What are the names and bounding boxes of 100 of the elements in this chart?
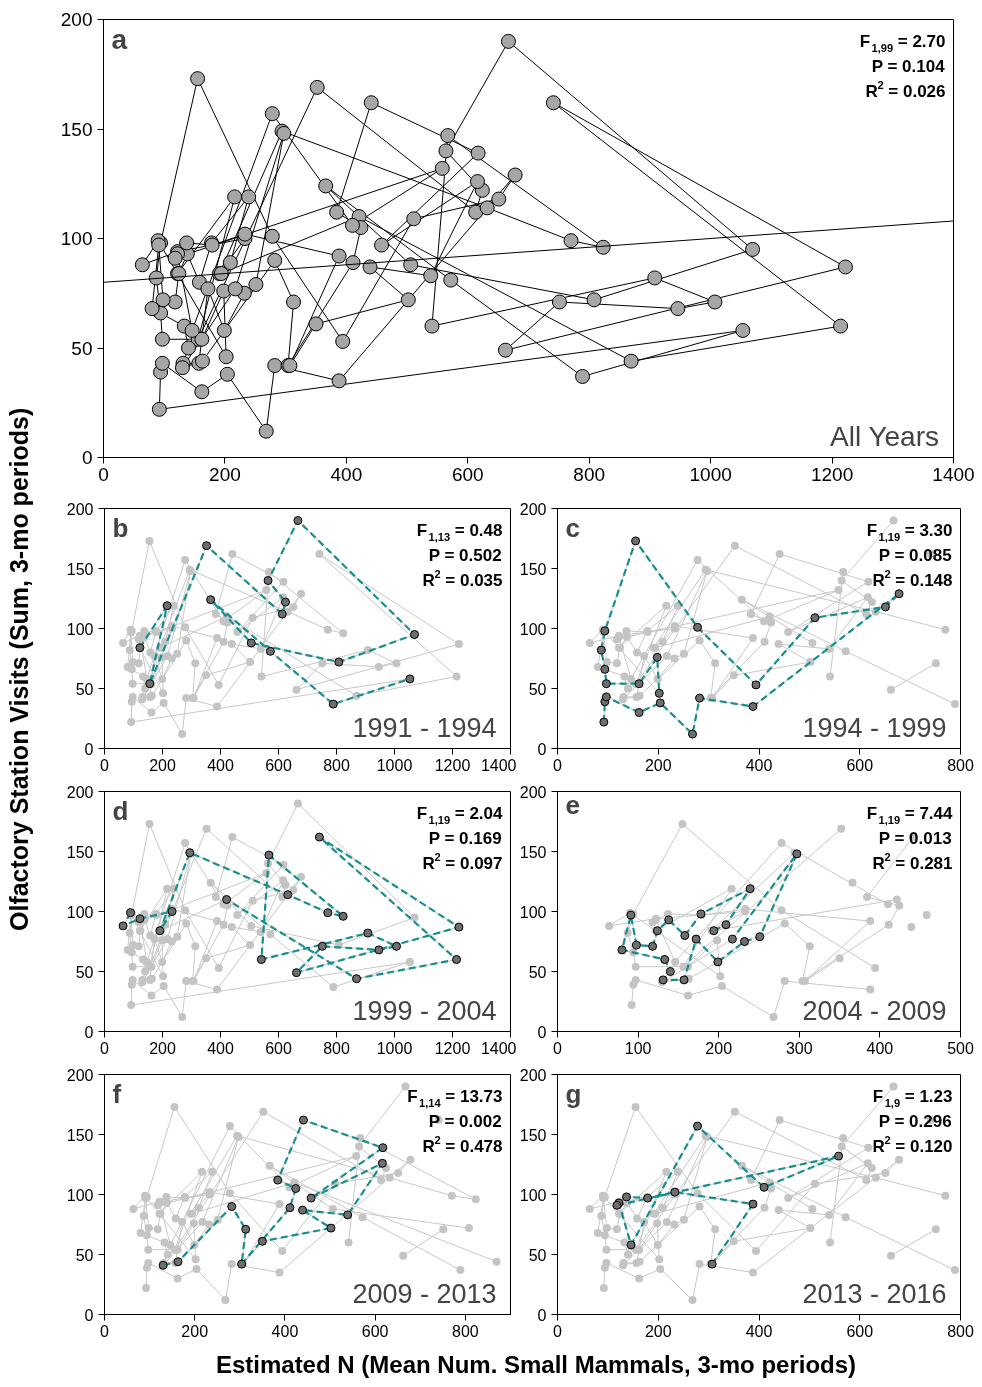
x-tick-label: 200 bbox=[149, 1039, 176, 1057]
x-tick-label: 600 bbox=[265, 1039, 292, 1057]
annotation: P = 0.104 bbox=[871, 57, 946, 76]
y-axis-title: Olfactory Station Visits (Sum, 3-mo periods) bbox=[4, 407, 35, 932]
y-tick-label: 200 bbox=[519, 783, 547, 801]
x-tick-label: 600 bbox=[846, 756, 874, 774]
x-tick-label: 800 bbox=[947, 1322, 974, 1340]
x-tick-label: 800 bbox=[323, 1039, 350, 1057]
x-tick-label: 200 bbox=[644, 756, 672, 774]
y-tick-label: 100 bbox=[60, 228, 93, 249]
y-tick-label: 200 bbox=[66, 783, 94, 801]
x-tick-label: 600 bbox=[265, 756, 292, 774]
x-tick-label: 400 bbox=[330, 463, 363, 485]
x-tick-label: 0 bbox=[553, 1039, 563, 1057]
chart-title: f bbox=[112, 1078, 122, 1109]
x-tick-label: 100 bbox=[624, 1039, 652, 1057]
y-tick-label: 100 bbox=[66, 620, 94, 638]
y-tick-label: 150 bbox=[519, 843, 547, 861]
annotation: 2009 - 2013 bbox=[352, 1278, 497, 1309]
x-tick-label: 200 bbox=[209, 463, 241, 485]
x-tick-label: 0 bbox=[100, 756, 110, 774]
x-tick-label: 1400 bbox=[932, 463, 975, 485]
chart-title: e bbox=[565, 789, 580, 820]
y-tick-label: 50 bbox=[75, 680, 94, 698]
x-tick-label: 400 bbox=[745, 1322, 773, 1340]
y-tick-label: 0 bbox=[537, 1306, 547, 1324]
y-tick-label: 0 bbox=[537, 1023, 547, 1041]
x-tick-label: 400 bbox=[866, 1039, 894, 1057]
annotation: P = 0.296 bbox=[878, 1112, 952, 1131]
y-tick-label: 0 bbox=[537, 740, 547, 758]
annotation: 1991 - 1994 bbox=[352, 712, 497, 743]
x-tick-label: 800 bbox=[573, 463, 606, 485]
x-tick-label: 800 bbox=[323, 756, 350, 774]
y-tick-label: 150 bbox=[519, 1126, 547, 1144]
x-tick-label: 600 bbox=[451, 463, 484, 485]
y-tick-label: 100 bbox=[519, 620, 547, 638]
y-tick-label: 150 bbox=[60, 118, 93, 140]
x-tick-label: 400 bbox=[271, 1322, 299, 1340]
x-tick-label: 800 bbox=[452, 1322, 479, 1340]
y-tick-label: 200 bbox=[60, 9, 93, 30]
x-tick-label: 0 bbox=[100, 1039, 110, 1057]
y-tick-label: 50 bbox=[528, 680, 547, 698]
chart-title: c bbox=[565, 512, 580, 543]
x-tick-label: 1200 bbox=[434, 756, 471, 774]
y-tick-label: 200 bbox=[66, 500, 94, 518]
x-tick-label: 1400 bbox=[480, 1039, 517, 1057]
y-tick-label: 0 bbox=[84, 740, 94, 758]
y-tick-label: 100 bbox=[66, 1186, 94, 1204]
chart-title: g bbox=[565, 1078, 582, 1109]
x-tick-label: 1200 bbox=[434, 1039, 471, 1057]
annotation: P = 0.169 bbox=[428, 829, 502, 848]
y-tick-label: 150 bbox=[66, 1126, 94, 1144]
x-tick-label: 1000 bbox=[689, 463, 732, 485]
y-tick-label: 200 bbox=[519, 1066, 547, 1084]
annotation: 1994 - 1999 bbox=[802, 712, 947, 743]
x-tick-label: 0 bbox=[100, 1322, 110, 1340]
y-tick-label: 150 bbox=[519, 560, 547, 578]
x-tick-label: 1400 bbox=[480, 756, 517, 774]
y-tick-label: 100 bbox=[66, 903, 94, 921]
chart-title: a bbox=[111, 23, 128, 55]
y-tick-label: 0 bbox=[81, 447, 93, 468]
y-tick-label: 150 bbox=[66, 843, 94, 861]
annotation: P = 0.013 bbox=[878, 829, 952, 848]
x-tick-label: 600 bbox=[846, 1322, 874, 1340]
x-tick-label: 1200 bbox=[810, 463, 854, 485]
x-axis-title: Estimated N (Mean Num. Small Mammals, 3-mo periods) bbox=[215, 1350, 857, 1380]
y-tick-label: 50 bbox=[71, 337, 93, 359]
x-tick-label: 200 bbox=[644, 1322, 672, 1340]
y-tick-label: 150 bbox=[66, 560, 94, 578]
annotation: 2013 - 2016 bbox=[802, 1278, 947, 1309]
y-tick-label: 0 bbox=[84, 1023, 94, 1041]
annotation: P = 0.002 bbox=[428, 1112, 502, 1131]
x-tick-label: 400 bbox=[207, 1039, 234, 1057]
annotation: 1999 - 2004 bbox=[352, 995, 497, 1026]
y-tick-label: 0 bbox=[84, 1306, 94, 1324]
chart-title: b bbox=[112, 512, 129, 543]
y-tick-label: 200 bbox=[66, 1066, 94, 1084]
x-tick-label: 300 bbox=[785, 1039, 813, 1057]
annotation: P = 0.085 bbox=[878, 546, 952, 565]
annotation: All Years bbox=[830, 420, 939, 452]
y-tick-label: 100 bbox=[519, 1186, 547, 1204]
x-tick-label: 500 bbox=[947, 1039, 974, 1057]
chart-title: d bbox=[112, 795, 129, 826]
y-tick-label: 50 bbox=[75, 963, 94, 981]
x-tick-label: 600 bbox=[361, 1322, 389, 1340]
x-tick-label: 200 bbox=[181, 1322, 209, 1340]
x-tick-label: 0 bbox=[553, 1322, 563, 1340]
x-tick-label: 0 bbox=[98, 463, 109, 485]
x-tick-label: 400 bbox=[207, 756, 234, 774]
x-tick-label: 400 bbox=[745, 756, 773, 774]
x-tick-label: 1000 bbox=[376, 756, 413, 774]
annotation: P = 0.502 bbox=[428, 546, 502, 565]
x-tick-label: 800 bbox=[947, 756, 974, 774]
x-tick-label: 1000 bbox=[376, 1039, 413, 1057]
x-tick-label: 200 bbox=[149, 756, 176, 774]
y-tick-label: 50 bbox=[528, 1246, 547, 1264]
x-tick-label: 0 bbox=[553, 756, 563, 774]
annotation: 2004 - 2009 bbox=[802, 995, 947, 1026]
y-tick-label: 200 bbox=[519, 500, 547, 518]
y-tick-label: 100 bbox=[519, 903, 547, 921]
